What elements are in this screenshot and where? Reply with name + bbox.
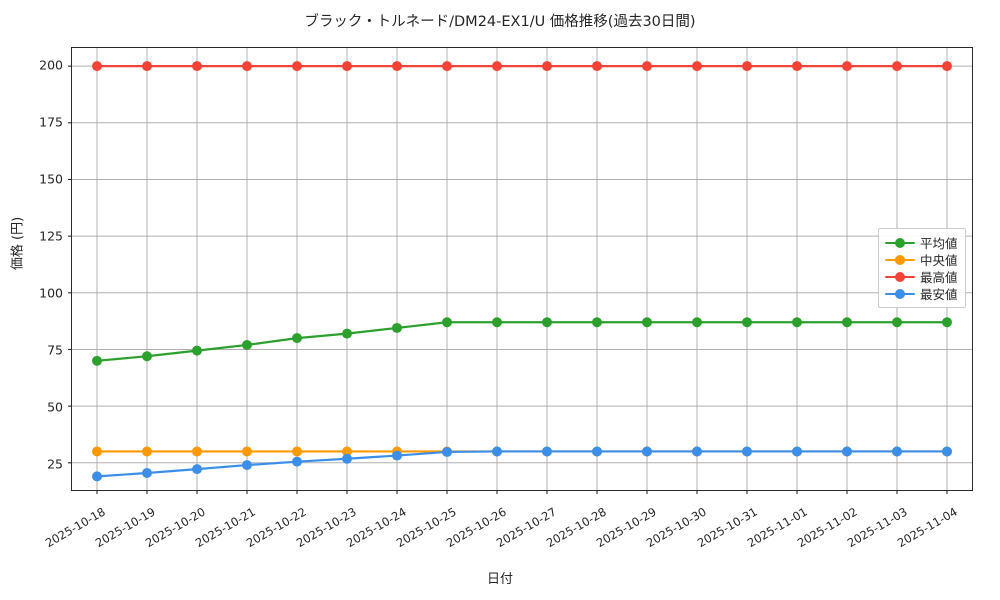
data-point-marker: [892, 317, 902, 328]
data-point-marker: [342, 328, 352, 339]
data-point-marker: [392, 450, 402, 461]
data-point-marker: [142, 468, 152, 478]
legend-line-marker-icon: [885, 253, 915, 267]
data-point-marker: [242, 446, 252, 457]
data-point-marker: [642, 61, 652, 72]
legend-item-0[interactable]: 平均値: [885, 234, 958, 251]
data-point-marker: [442, 446, 452, 457]
data-point-marker: [342, 61, 352, 72]
grid-lines: [68, 48, 972, 494]
series-line-0: [95, 321, 949, 362]
legend-line-marker-icon: [885, 287, 915, 301]
data-point-marker: [692, 61, 702, 72]
data-point-marker: [792, 61, 802, 72]
data-point-marker: [342, 446, 352, 457]
data-point-marker: [592, 317, 602, 328]
data-point-marker: [842, 446, 852, 457]
data-point-marker: [642, 446, 652, 457]
data-point-marker: [942, 317, 952, 328]
y-axis-tick-labels: 25 50 75 100 125 150 175 200: [0, 47, 63, 491]
legend-label: 中央値: [920, 253, 958, 268]
data-point-marker: [392, 61, 402, 72]
data-point-marker: [892, 446, 902, 457]
y-axis-tick-label: 125: [39, 228, 63, 244]
data-point-marker: [192, 61, 202, 72]
plot-area: [68, 47, 973, 494]
data-point-marker: [592, 446, 602, 457]
data-point-marker: [742, 317, 752, 328]
data-point-marker: [442, 317, 452, 328]
data-point-marker: [142, 61, 152, 72]
series-line-3: [95, 450, 949, 478]
data-point-marker: [292, 456, 302, 467]
data-point-marker: [292, 61, 302, 72]
data-point-marker: [442, 61, 452, 72]
legend-item-1[interactable]: 中央値: [885, 251, 958, 268]
data-point-marker: [92, 446, 102, 457]
data-point-marker: [542, 61, 552, 72]
data-point-marker: [392, 322, 402, 333]
y-axis-tick-label: 175: [39, 114, 63, 130]
data-point-marker: [842, 61, 852, 72]
legend-label: 最安値: [920, 287, 958, 302]
chart-legend: 平均値中央値最高値最安値: [878, 228, 966, 308]
y-axis-tick-label: 75: [47, 342, 63, 358]
series-lines: [92, 61, 952, 482]
data-point-marker: [242, 460, 252, 471]
data-point-marker: [242, 339, 252, 350]
data-point-marker: [492, 317, 502, 328]
data-point-marker: [542, 317, 552, 328]
data-point-marker: [942, 61, 952, 72]
y-axis-tick-label: 200: [39, 57, 63, 73]
data-point-marker: [642, 317, 652, 328]
data-point-marker: [692, 317, 702, 328]
y-axis-tick-label: 150: [39, 171, 63, 187]
data-point-marker: [842, 317, 852, 328]
data-point-marker: [742, 446, 752, 457]
x-axis-label: 日付: [486, 572, 513, 587]
legend-label: 最高値: [920, 270, 958, 285]
data-point-marker: [192, 464, 202, 475]
data-point-marker: [692, 446, 702, 457]
data-point-marker: [942, 446, 952, 457]
data-point-marker: [792, 446, 802, 457]
data-point-marker: [142, 351, 152, 362]
y-axis-tick-label: 50: [47, 399, 63, 415]
data-point-marker: [592, 61, 602, 72]
data-point-marker: [492, 61, 502, 72]
legend-item-2[interactable]: 最高値: [885, 268, 958, 285]
chart-title: ブラック・トルネード/DM24-EX1/U 価格推移(過去30日間): [304, 14, 696, 30]
data-point-marker: [242, 61, 252, 72]
legend-label: 平均値: [920, 236, 958, 251]
data-point-marker: [142, 446, 152, 457]
data-point-marker: [892, 61, 902, 72]
data-point-marker: [192, 446, 202, 457]
x-axis-tick-labels: 2025-10-18 2025-10-19 2025-10-20 2025-10-21…: [0, 491, 1000, 571]
y-axis-tick-label: 25: [47, 456, 63, 472]
data-point-marker: [92, 61, 102, 72]
data-point-marker: [292, 446, 302, 457]
data-point-marker: [342, 453, 352, 464]
data-point-marker: [492, 446, 502, 457]
y-axis-tick-label: 100: [39, 285, 63, 301]
legend-line-marker-icon: [885, 270, 915, 284]
legend-line-marker-icon: [885, 236, 915, 250]
data-point-marker: [92, 471, 102, 482]
data-point-marker: [192, 345, 202, 356]
legend-item-3[interactable]: 最安値: [885, 285, 958, 302]
data-point-marker: [92, 355, 102, 366]
data-point-marker: [542, 446, 552, 457]
data-point-marker: [292, 333, 302, 344]
data-point-marker: [742, 61, 752, 72]
data-point-marker: [792, 317, 802, 328]
